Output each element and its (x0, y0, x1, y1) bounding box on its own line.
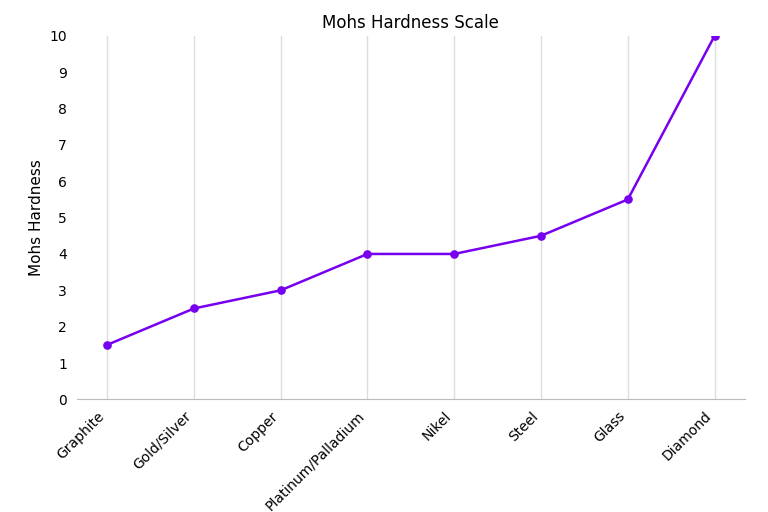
Title: Mohs Hardness Scale: Mohs Hardness Scale (323, 13, 499, 32)
Y-axis label: Mohs Hardness: Mohs Hardness (29, 159, 44, 276)
